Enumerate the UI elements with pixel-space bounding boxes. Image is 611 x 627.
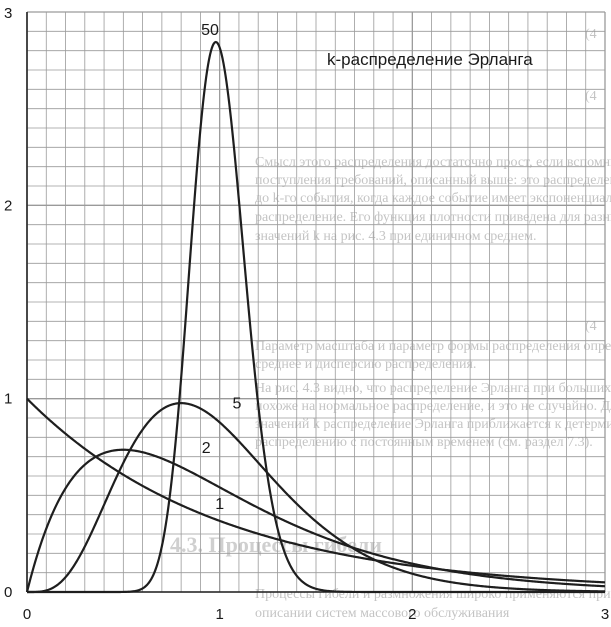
background-text-line: (4 <box>585 27 597 42</box>
series-line-k1 <box>26 397 606 584</box>
series-line-k50 <box>26 40 606 594</box>
background-text-line: Процессы гибели и размножения широко при… <box>255 587 611 602</box>
background-text-line: (4 <box>585 319 597 334</box>
y-tick-label: 0 <box>4 584 12 601</box>
chart-grid <box>26 11 606 593</box>
background-text-line: похоже на нормальное распределение, и эт… <box>255 399 611 414</box>
background-text-line: значений k на рис. 4.3 при единичном сре… <box>255 229 537 244</box>
background-text-line: значений k распределение Эрланга приближ… <box>255 417 611 432</box>
series-label-k1: 1 <box>215 496 224 513</box>
y-tick-label: 1 <box>4 391 12 408</box>
background-text-line: до k-го события, когда каждое событие им… <box>255 191 611 206</box>
x-tick-label: 1 <box>215 606 223 623</box>
x-tick-label: 0 <box>23 606 31 623</box>
background-text-line: описании систем массового обслуживания <box>255 606 510 621</box>
background-text-line: среднее и дисперсию распределения. <box>255 357 476 372</box>
y-tick-label: 3 <box>4 5 12 22</box>
background-text-line: Параметр масштаба и параметр формы распр… <box>255 339 611 354</box>
x-tick-label: 3 <box>601 606 609 623</box>
background-text-line: распределение. Его функция плотности при… <box>255 210 611 225</box>
background-text-line: (4 <box>585 89 597 104</box>
chart-curves <box>25 40 606 594</box>
curve-labels: 1 2 5 50 <box>201 22 241 513</box>
series-label-k5: 5 <box>233 395 242 412</box>
series-line-k2 <box>25 448 606 593</box>
series-line-k5 <box>26 402 606 594</box>
background-page-text: (4 (4 Смысл этого распределения достаточно… <box>170 27 611 621</box>
x-tick-label: 2 <box>408 606 416 623</box>
series-label-k2: 2 <box>202 440 211 457</box>
background-text-line: На рис. 4.3 видно, что распределение Эрл… <box>255 381 611 396</box>
axis-tick-labels: 0 1 2 3 0 1 2 3 <box>4 5 609 623</box>
background-text-line: Смысл этого распределения достаточно про… <box>255 155 611 170</box>
series-label-k50: 50 <box>201 22 219 39</box>
background-text-line: поступления требований, описанный выше: … <box>255 173 611 188</box>
y-tick-label: 2 <box>4 197 12 214</box>
chart-title: k-распределение Эрланга <box>327 50 533 69</box>
